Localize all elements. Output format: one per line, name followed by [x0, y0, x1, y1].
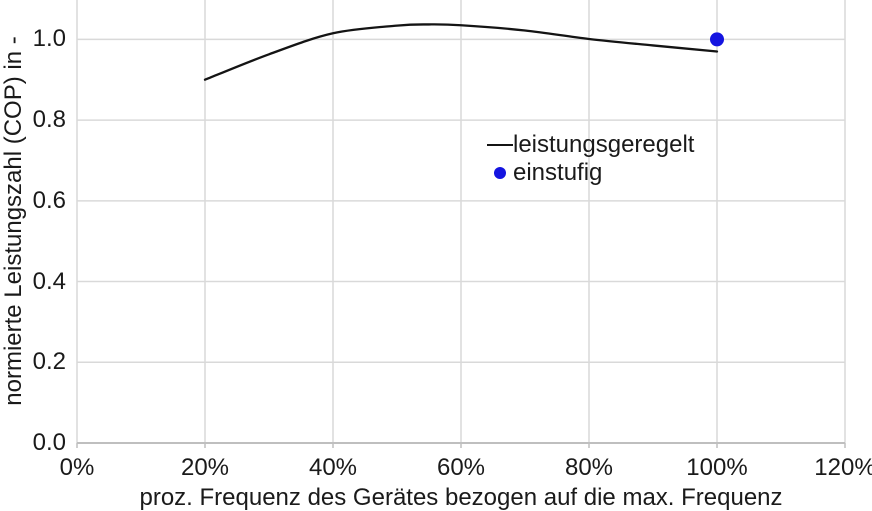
- legend-item-einstufig: einstufig: [487, 159, 694, 187]
- legend-label-einstufig: einstufig: [513, 159, 603, 186]
- x-tick-label: 20%: [180, 454, 230, 481]
- x-tick-label: 40%: [308, 454, 358, 481]
- legend-label-leistungsgeregelt: leistungsgeregelt: [513, 131, 695, 158]
- y-tick-label: 0.0: [32, 429, 66, 456]
- x-tick-label: 0%: [59, 454, 95, 481]
- y-tick-label: 1.0: [32, 25, 66, 53]
- legend: leistungsgeregelt einstufig: [487, 131, 694, 187]
- curve-leistungsgeregelt: [203, 23, 719, 81]
- x-tick-label: 120%: [814, 454, 872, 481]
- y-tick-label: 0.8: [32, 106, 66, 134]
- dot-marker-icon: [487, 167, 513, 179]
- x-tick-label: 60%: [436, 454, 486, 481]
- y-tick-label: 0.4: [32, 267, 66, 295]
- x-tick-label: 100%: [686, 454, 748, 481]
- line-marker-icon: [487, 144, 513, 146]
- legend-item-leistungsgeregelt: leistungsgeregelt: [487, 131, 694, 159]
- y-tick-label: 0.2: [32, 348, 66, 376]
- point-einstufig: [710, 32, 724, 47]
- x-axis-title: proz. Frequenz des Gerätes bezogen auf d…: [139, 484, 783, 511]
- x-tick-label: 80%: [564, 454, 614, 481]
- y-tick-label: 0.6: [32, 186, 66, 214]
